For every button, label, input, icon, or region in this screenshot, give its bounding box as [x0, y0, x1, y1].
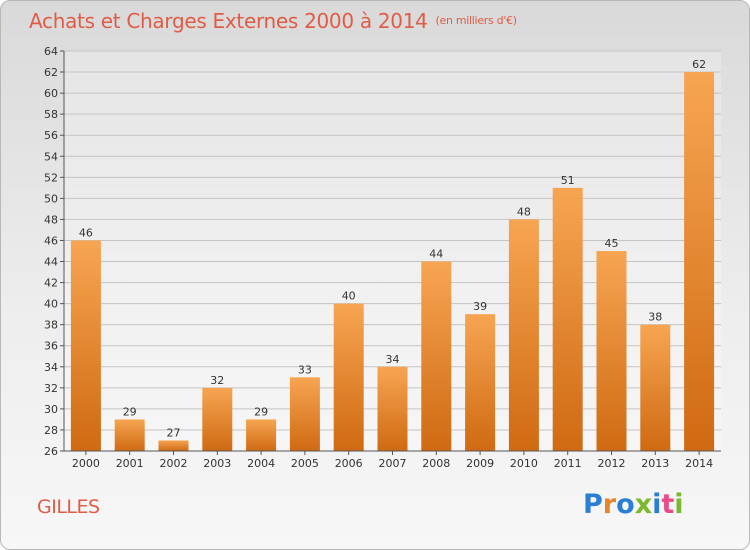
y-tick-label: 40 — [44, 298, 58, 311]
y-axis: 26 28 30 32 34 36 38 40 42 44 46 48 50 52 54 56 58 60 62 64 — [44, 45, 65, 458]
y-tick-label: 64 — [44, 45, 58, 58]
bar[interactable] — [684, 72, 715, 451]
bar-value-label: 27 — [167, 426, 181, 439]
bar[interactable] — [640, 324, 671, 451]
x-axis: 2000 2001 2002 2003 2004 2005 2006 2007 2008 2009… — [64, 450, 721, 470]
y-tick-label: 44 — [44, 256, 58, 269]
bar-value-label: 29 — [123, 405, 137, 418]
bar-value-label: 51 — [561, 174, 575, 187]
y-tick-label: 48 — [44, 213, 58, 226]
y-tick-label: 30 — [44, 403, 58, 416]
x-tick-label: 2000 — [72, 457, 100, 470]
y-tick-label: 28 — [44, 424, 58, 437]
bar[interactable] — [114, 419, 145, 451]
bar-value-label: 45 — [605, 237, 619, 250]
x-tick-label: 2004 — [247, 457, 275, 470]
y-tick-label: 46 — [44, 234, 58, 247]
x-tick-label: 2014 — [685, 457, 713, 470]
bar-value-label: 34 — [386, 353, 400, 366]
x-tick-label: 2001 — [116, 457, 144, 470]
bars: 46 29 27 32 29 33 40 34 44 39 48 51 45 38 62 — [70, 58, 715, 451]
bar[interactable] — [465, 314, 496, 451]
bar[interactable] — [70, 240, 101, 451]
y-tick-label: 36 — [44, 340, 58, 353]
y-tick-label: 34 — [44, 361, 58, 374]
logo-letter: P — [583, 489, 603, 520]
bar[interactable] — [508, 219, 539, 451]
bar[interactable] — [552, 187, 583, 451]
bar-value-label: 29 — [254, 405, 268, 418]
commune-name: GILLES — [37, 496, 100, 518]
bar-value-label: 62 — [692, 58, 706, 71]
logo-letter: i — [652, 489, 662, 520]
y-tick-label: 62 — [44, 66, 58, 79]
y-tick-label: 26 — [44, 445, 58, 458]
y-tick-label: 58 — [44, 108, 58, 121]
logo-letter: o — [616, 489, 635, 520]
bar[interactable] — [289, 377, 320, 451]
x-tick-label: 2002 — [160, 457, 188, 470]
y-tick-label: 60 — [44, 87, 58, 100]
y-tick-label: 50 — [44, 192, 58, 205]
y-tick-label: 52 — [44, 171, 58, 184]
y-tick-label: 42 — [44, 277, 58, 290]
bar[interactable] — [202, 387, 233, 451]
x-tick-label: 2008 — [422, 457, 450, 470]
bar-value-label: 40 — [342, 290, 356, 303]
x-tick-label: 2010 — [510, 457, 538, 470]
chart-title: Achats et Charges Externes 2000 à 2014 (e… — [29, 9, 517, 33]
x-tick-label: 2013 — [641, 457, 669, 470]
bar-value-label: 32 — [210, 374, 224, 387]
x-tick-label: 2007 — [379, 457, 407, 470]
bar[interactable] — [246, 419, 277, 451]
bar[interactable] — [377, 366, 408, 451]
logo-letter: x — [634, 489, 653, 520]
bar[interactable] — [596, 251, 627, 451]
bar[interactable] — [333, 303, 364, 451]
x-tick-label: 2011 — [554, 457, 582, 470]
x-tick-label: 2012 — [598, 457, 626, 470]
proxiti-logo[interactable]: Proxiti — [583, 489, 684, 520]
x-tick-label: 2006 — [335, 457, 363, 470]
logo-letter: t — [661, 489, 675, 520]
chart-subtitle: (en milliers d'€) — [435, 14, 517, 27]
x-tick-label: 2003 — [203, 457, 231, 470]
logo-letter: i — [674, 489, 684, 520]
logo-letter: r — [602, 489, 617, 520]
y-tick-label: 56 — [44, 129, 58, 142]
bar[interactable] — [158, 440, 189, 451]
x-tick-label: 2005 — [291, 457, 319, 470]
y-tick-label: 38 — [44, 319, 58, 332]
bar-value-label: 33 — [298, 363, 312, 376]
y-tick-label: 32 — [44, 382, 58, 395]
bar-value-label: 48 — [517, 205, 531, 218]
y-tick-label: 54 — [44, 150, 58, 163]
bar-value-label: 46 — [79, 226, 93, 239]
bar-value-label: 44 — [429, 248, 443, 261]
bar[interactable] — [421, 261, 452, 451]
bar-value-label: 39 — [473, 300, 487, 313]
bar-value-label: 38 — [648, 311, 662, 324]
chart-title-text: Achats et Charges Externes 2000 à 2014 — [29, 9, 428, 33]
x-tick-label: 2009 — [466, 457, 494, 470]
